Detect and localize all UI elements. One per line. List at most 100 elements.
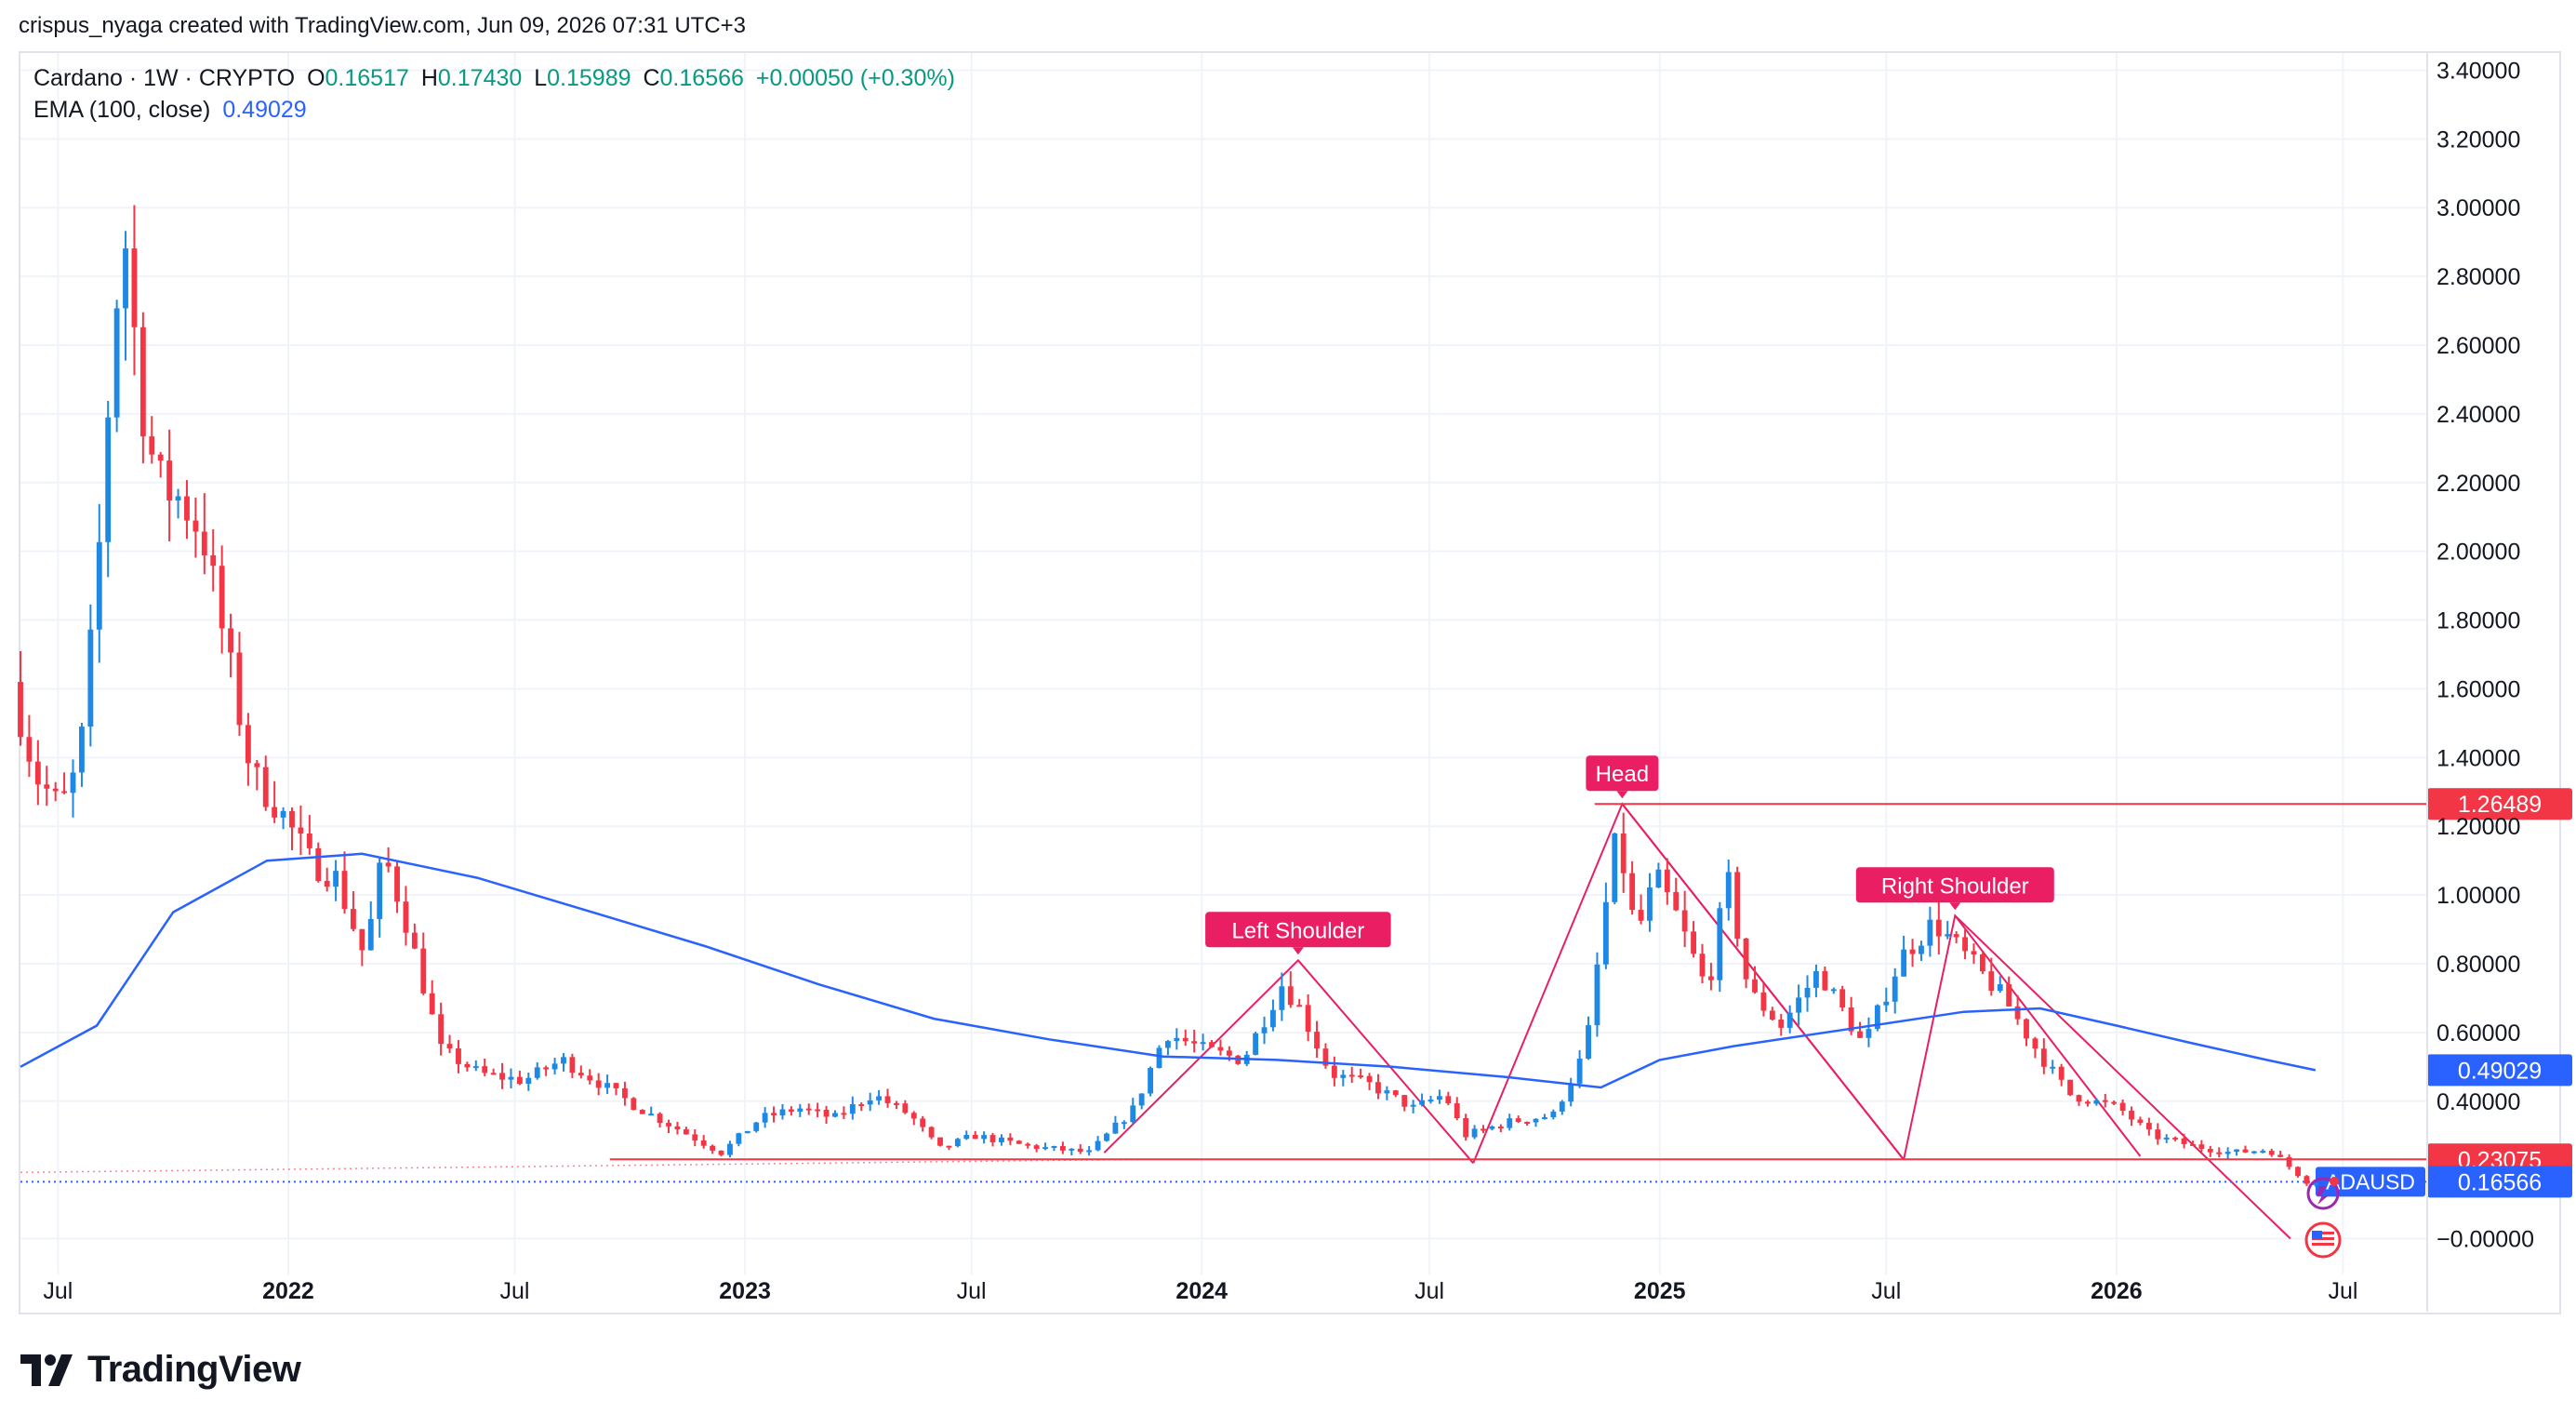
ema-line [20, 852, 2317, 1089]
candle-up [1796, 997, 1802, 1013]
candle-up [1253, 1033, 1259, 1055]
candle-up [1507, 1118, 1513, 1128]
candle-down [18, 682, 23, 738]
candle-down [446, 1044, 453, 1049]
candle-up [87, 629, 94, 727]
candle-up [1436, 1096, 1442, 1100]
price-axis-tag-label: 1.26489 [2458, 792, 2542, 818]
candle-down [718, 1150, 724, 1155]
candle-up [1138, 1093, 1145, 1106]
candle-down [245, 725, 251, 764]
candle-up [999, 1137, 1004, 1142]
head-and-shoulders-pattern [1103, 802, 2291, 1240]
pattern-trendline [1103, 958, 1474, 1164]
candle-down [1979, 954, 1985, 972]
annotation-label-box [1205, 912, 1391, 948]
candle-up [1647, 887, 1653, 921]
candle-up [508, 1076, 514, 1080]
annotation-label: Left Shoulder [1231, 918, 1364, 943]
candle-down [1226, 1050, 1232, 1056]
candle-up [377, 862, 383, 919]
candle-down [2181, 1138, 2187, 1144]
annotation-label-box [1855, 867, 2054, 903]
candle-down [1191, 1041, 1198, 1044]
candle-down [2032, 1038, 2038, 1049]
ema-100-line [20, 852, 2317, 1089]
us-flag-icon[interactable] [2304, 1221, 2342, 1259]
x-tick-label: Jul [1871, 1278, 1901, 1304]
candle-up [1121, 1122, 1127, 1125]
candle-down [52, 788, 59, 792]
candle-down [700, 1140, 707, 1146]
candle-down [815, 1109, 821, 1112]
pattern-annotations: Left Shoulder Head Right Shoulder [1205, 755, 2054, 955]
candle-up [70, 772, 76, 794]
y-tick-label: 1.60000 [2437, 676, 2520, 702]
time-axis: Jul 2022 Jul 2023 Jul 2024 Jul 2025 Jul 2026 Jul [43, 1278, 2357, 1304]
candle-up [525, 1077, 532, 1085]
candle-up [1419, 1100, 1425, 1105]
candle-up [1104, 1133, 1109, 1141]
candle-down [928, 1127, 935, 1138]
candle-down [2242, 1149, 2249, 1153]
candle-up [1586, 1025, 1591, 1059]
candle-up [1174, 1037, 1180, 1042]
candle-up [736, 1133, 742, 1144]
candle-down [34, 761, 41, 785]
candle-down [228, 628, 233, 653]
candle-up [1156, 1047, 1162, 1069]
x-tick-label: Jul [957, 1278, 987, 1304]
candle-down [2277, 1154, 2284, 1157]
candle-down [351, 909, 356, 929]
candle-up [113, 308, 120, 418]
assistant-icon[interactable] [2306, 1177, 2340, 1210]
tradingview-brand[interactable]: TradingView [20, 1349, 301, 1391]
candle-down [1953, 934, 1959, 938]
candle-down [403, 901, 409, 933]
candle-down [692, 1134, 698, 1140]
candle-down [639, 1110, 645, 1114]
candle-down [894, 1102, 899, 1105]
y-tick-label: 2.60000 [2437, 333, 2520, 359]
y-tick-label: 3.20000 [2437, 127, 2520, 153]
legend-close: C0.16566 [643, 65, 744, 91]
candle-down [972, 1135, 978, 1140]
candle-down [710, 1145, 716, 1151]
y-tick-label: 1.00000 [2437, 883, 2520, 909]
candle-up [1883, 1001, 1890, 1006]
candle-up [1550, 1111, 1557, 1118]
candle-up [1612, 834, 1618, 902]
candle-down [2198, 1144, 2205, 1150]
candle-up [333, 871, 339, 887]
candle-down [341, 871, 348, 910]
candle-down [1752, 979, 1758, 993]
y-tick-label: 3.40000 [2437, 58, 2520, 84]
candle-down [2040, 1048, 2047, 1067]
price-axis-tag [2427, 1166, 2572, 1198]
candle-up [1568, 1083, 1574, 1102]
candle-up [1261, 1027, 1268, 1034]
candle-down [289, 810, 295, 828]
candle-up [1576, 1058, 1583, 1084]
candle-up [2312, 1182, 2318, 1185]
candle-up [1542, 1117, 1547, 1120]
ema-legend[interactable]: EMA (100, close) 0.49029 [33, 97, 312, 124]
candle-up [1148, 1068, 1153, 1094]
legend-symbol[interactable]: Cardano · 1W · CRYPTO [33, 65, 296, 91]
brand-name: TradingView [87, 1349, 301, 1390]
candle-down [1681, 910, 1688, 932]
x-tick-label: Jul [1414, 1278, 1444, 1304]
y-tick-label: 2.00000 [2437, 540, 2520, 566]
candle-down [516, 1076, 523, 1085]
candle-down [1296, 1005, 1303, 1007]
candle-up [1997, 984, 2003, 992]
candle-up [963, 1135, 970, 1140]
candle-up [1594, 964, 1600, 1026]
symbol-tag [2316, 1167, 2425, 1197]
candle-up [954, 1139, 961, 1147]
candle-down [429, 993, 435, 1015]
candle-up [1410, 1104, 1416, 1107]
y-tick-label: 1.40000 [2437, 745, 2520, 771]
annotation-pointer [1616, 791, 1628, 799]
